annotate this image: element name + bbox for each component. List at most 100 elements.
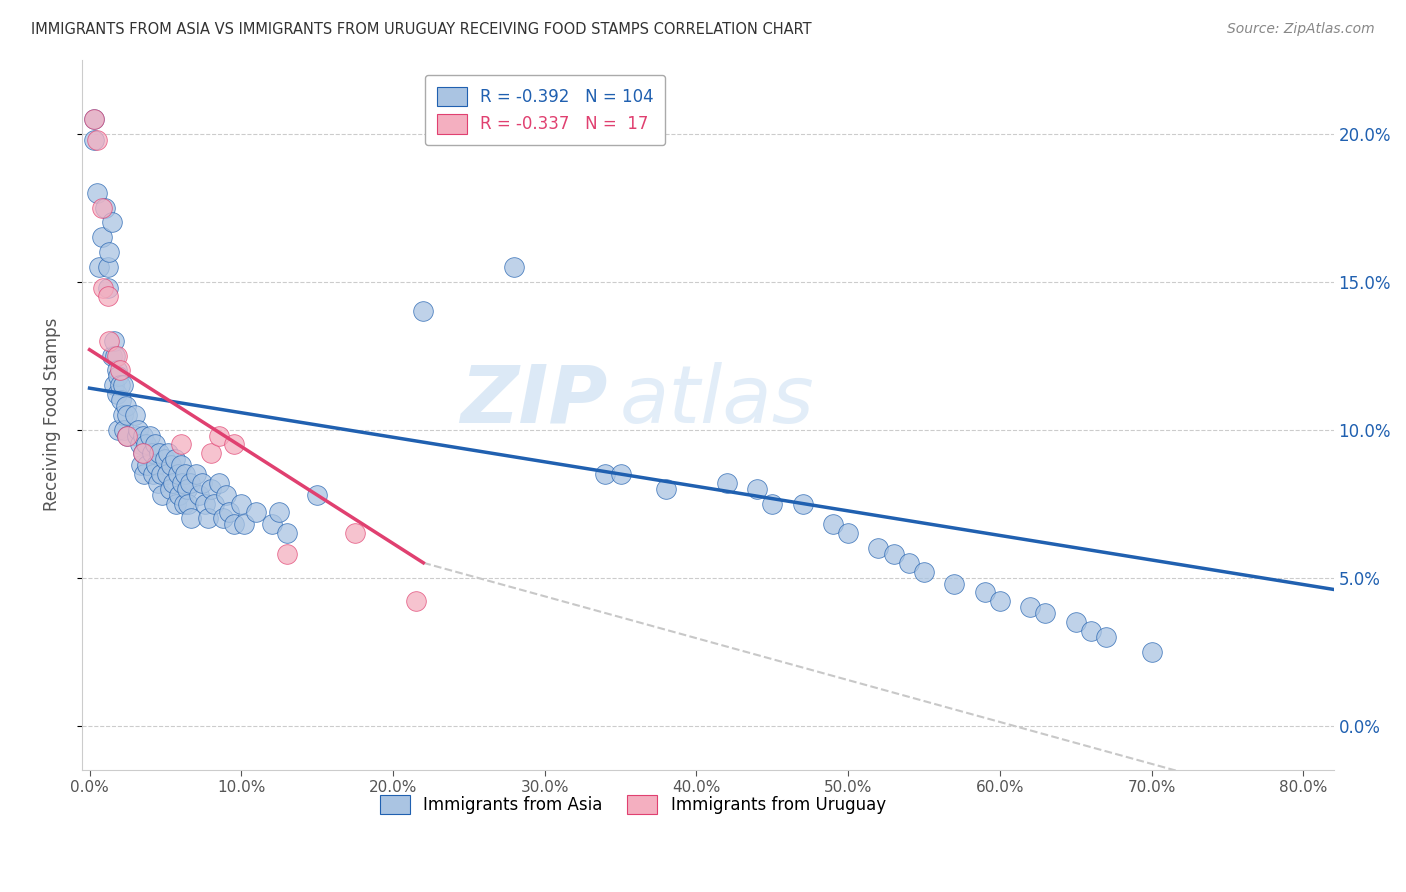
Text: Source: ZipAtlas.com: Source: ZipAtlas.com xyxy=(1227,22,1375,37)
Point xyxy=(125,428,148,442)
Point xyxy=(104,349,127,363)
Point xyxy=(127,423,149,437)
Point xyxy=(405,594,427,608)
Point xyxy=(107,369,129,384)
Point xyxy=(1080,624,1102,638)
Point xyxy=(166,467,188,481)
Point xyxy=(761,497,783,511)
Point xyxy=(101,215,124,229)
Point xyxy=(165,497,187,511)
Point xyxy=(149,467,172,481)
Point xyxy=(83,112,105,126)
Point xyxy=(98,334,121,348)
Point xyxy=(222,437,245,451)
Point xyxy=(837,526,859,541)
Legend: Immigrants from Asia, Immigrants from Uruguay: Immigrants from Asia, Immigrants from Ur… xyxy=(368,783,897,826)
Point xyxy=(179,475,201,490)
Point xyxy=(655,482,678,496)
Point xyxy=(162,475,184,490)
Text: atlas: atlas xyxy=(620,361,815,440)
Point xyxy=(412,304,434,318)
Point xyxy=(1019,600,1042,615)
Point xyxy=(111,408,134,422)
Point xyxy=(105,349,128,363)
Point xyxy=(155,452,177,467)
Point xyxy=(191,475,214,490)
Text: IMMIGRANTS FROM ASIA VS IMMIGRANTS FROM URUGUAY RECEIVING FOOD STAMPS CORRELATIO: IMMIGRANTS FROM ASIA VS IMMIGRANTS FROM … xyxy=(31,22,811,37)
Point xyxy=(276,547,298,561)
Point xyxy=(93,201,115,215)
Point xyxy=(212,511,235,525)
Point xyxy=(231,497,253,511)
Point xyxy=(173,497,195,511)
Point xyxy=(98,245,121,260)
Point xyxy=(207,475,229,490)
Point xyxy=(595,467,617,481)
Point xyxy=(307,488,329,502)
Point xyxy=(716,475,738,490)
Point xyxy=(184,467,207,481)
Point xyxy=(141,446,163,460)
Point xyxy=(129,458,152,472)
Point xyxy=(97,289,120,303)
Point xyxy=(97,260,120,274)
Point xyxy=(146,475,169,490)
Point xyxy=(176,482,198,496)
Point xyxy=(912,565,935,579)
Point xyxy=(988,594,1011,608)
Point xyxy=(124,408,146,422)
Point xyxy=(187,488,209,502)
Point xyxy=(883,547,905,561)
Point xyxy=(128,437,150,451)
Point xyxy=(157,446,180,460)
Point xyxy=(105,387,128,401)
Point xyxy=(83,132,105,146)
Point xyxy=(135,437,157,451)
Point xyxy=(87,260,110,274)
Point xyxy=(218,506,240,520)
Point xyxy=(897,556,920,570)
Point xyxy=(131,428,153,442)
Point xyxy=(103,334,125,348)
Point xyxy=(105,363,128,377)
Point xyxy=(97,280,120,294)
Point xyxy=(169,458,191,472)
Text: ZIP: ZIP xyxy=(460,361,607,440)
Point xyxy=(117,428,139,442)
Point xyxy=(143,437,166,451)
Point xyxy=(90,201,112,215)
Point xyxy=(150,488,173,502)
Point xyxy=(200,446,222,460)
Point xyxy=(110,392,132,407)
Point xyxy=(202,497,225,511)
Point xyxy=(167,488,190,502)
Point xyxy=(194,497,217,511)
Point xyxy=(174,467,197,481)
Point xyxy=(1064,615,1087,629)
Point xyxy=(142,467,165,481)
Point xyxy=(172,475,194,490)
Point xyxy=(197,511,219,525)
Point xyxy=(792,497,814,511)
Point xyxy=(139,428,162,442)
Point xyxy=(131,446,153,460)
Point xyxy=(245,506,267,520)
Point xyxy=(503,260,526,274)
Point xyxy=(973,585,995,599)
Point xyxy=(169,437,191,451)
Y-axis label: Receiving Food Stamps: Receiving Food Stamps xyxy=(44,318,60,511)
Point xyxy=(86,132,108,146)
Point xyxy=(156,467,179,481)
Point xyxy=(91,280,114,294)
Point xyxy=(160,458,183,472)
Point xyxy=(159,482,181,496)
Point xyxy=(868,541,890,555)
Point xyxy=(222,517,245,532)
Point xyxy=(86,186,108,200)
Point xyxy=(1095,630,1118,644)
Point xyxy=(269,506,291,520)
Point xyxy=(134,467,156,481)
Point xyxy=(108,363,131,377)
Point xyxy=(260,517,283,532)
Point xyxy=(177,497,200,511)
